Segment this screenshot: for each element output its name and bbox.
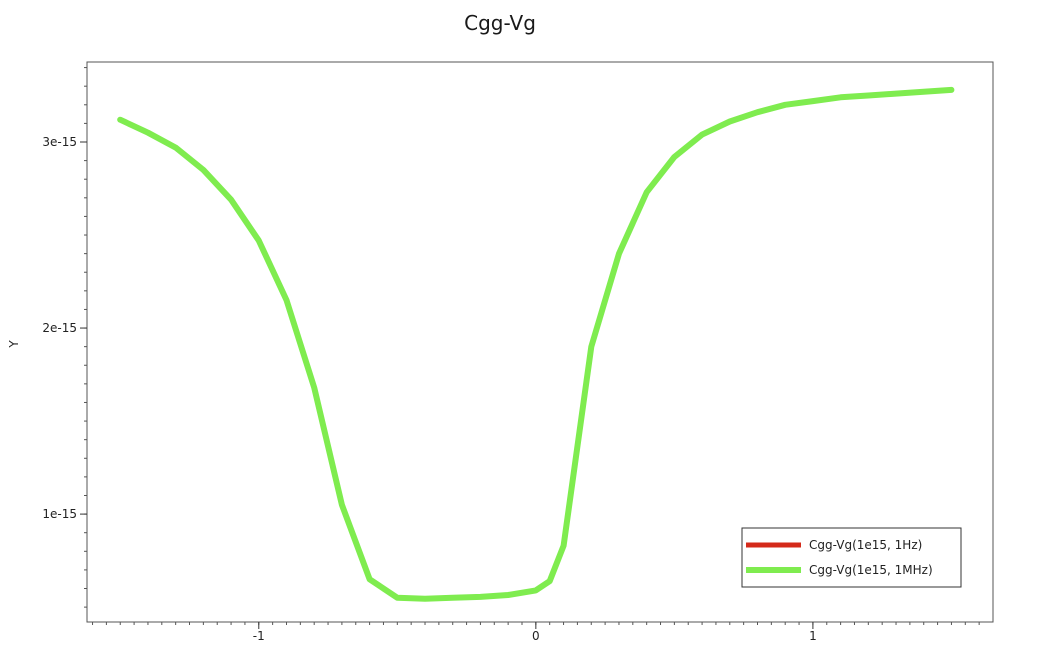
legend-box xyxy=(741,527,962,588)
legend: Cgg-Vg(1e15, 1Hz) Cgg-Vg(1e15, 1MHz) xyxy=(741,527,962,588)
legend-label-1mhz: Cgg-Vg(1e15, 1MHz) xyxy=(809,563,933,577)
x-tick-label: -1 xyxy=(253,629,265,643)
y-tick-label: 1e-15 xyxy=(42,507,77,521)
y-tick-label: 3e-15 xyxy=(42,135,77,149)
series-line-1mhz xyxy=(117,86,955,602)
legend-label-1hz: Cgg-Vg(1e15, 1Hz) xyxy=(809,538,922,552)
y-tick-labels: 1e-15 2e-15 3e-15 xyxy=(42,135,77,521)
plot-frame xyxy=(86,61,994,623)
x-tick-label: 1 xyxy=(809,629,817,643)
series-group xyxy=(117,86,955,602)
chart-title: Cgg-Vg xyxy=(464,11,536,35)
y-tick-label: 2e-15 xyxy=(42,321,77,335)
major-ticks xyxy=(80,141,814,629)
x-tick-labels: -1 0 1 xyxy=(253,629,817,643)
x-tick-label: 0 xyxy=(532,629,540,643)
y-axis-label: Y xyxy=(7,340,21,349)
